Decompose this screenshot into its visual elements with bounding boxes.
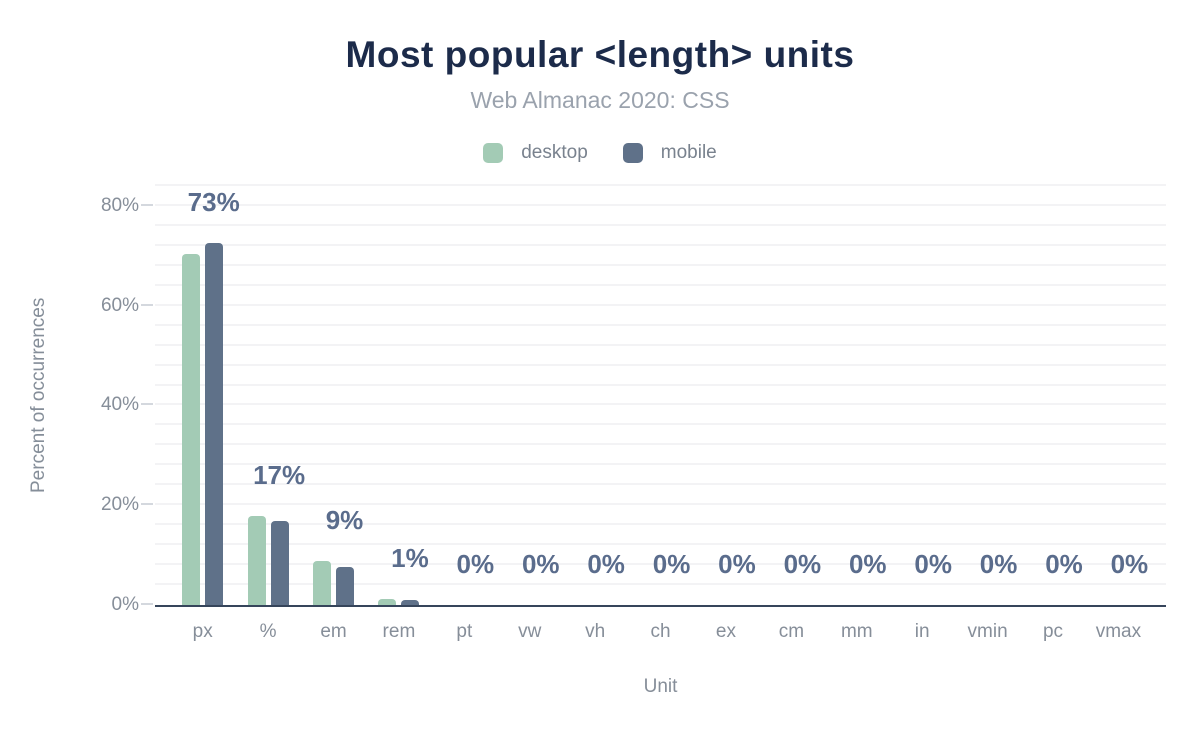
bar-columns: 73% px 17%% 9% em 1% rem 0% pt 0% vw 0% vh 0% ch 0% ex 0%… <box>155 185 1166 642</box>
bar-desktop <box>313 561 332 605</box>
gridline <box>155 483 1166 486</box>
legend: desktop mobile <box>0 142 1200 164</box>
x-axis-category-label: cm <box>778 621 805 642</box>
value-label: 0% <box>848 549 887 579</box>
x-axis-category-label: vmax <box>1095 621 1142 642</box>
x-axis-title: Unit <box>643 676 678 697</box>
gridline <box>155 343 1166 346</box>
chart-subtitle: Web Almanac 2020: CSS <box>470 87 730 113</box>
y-axis-tick-mark <box>141 303 153 306</box>
x-axis-category-label: vh <box>585 621 606 642</box>
gridline <box>155 403 1166 406</box>
gridline <box>155 323 1166 326</box>
bar-group-ex: 0% ex <box>693 185 758 642</box>
gridline <box>155 503 1166 506</box>
bar-group-vh: 0% vh <box>562 185 627 642</box>
gridline <box>155 303 1166 306</box>
value-label: 0% <box>652 549 691 579</box>
bar-group-mm: 0% mm <box>824 185 889 642</box>
y-axis-tick-label: 80% <box>100 194 139 216</box>
value-label: 9% <box>325 505 364 536</box>
y-axis-tick-mark <box>141 203 153 206</box>
bar-group-em: 9% em <box>301 185 366 642</box>
value-label: 0% <box>587 549 625 579</box>
x-axis-category-label: rem <box>382 621 416 642</box>
x-axis-category-label: mm <box>840 621 873 642</box>
gridline <box>155 363 1166 366</box>
legend-swatch-icon <box>483 143 504 163</box>
gridline <box>155 184 1166 186</box>
bar-mobile <box>401 599 420 605</box>
x-axis-category-label: % <box>259 621 277 642</box>
x-axis-category-label: ex <box>715 621 736 642</box>
bar-group-pt: 0% pt <box>432 185 497 642</box>
bar-group-vw: 0% vw <box>497 185 562 642</box>
legend-item-mobile[interactable]: mobile <box>622 142 717 164</box>
bar-mobile <box>205 242 224 605</box>
gridline <box>155 263 1166 266</box>
legend-item-label: desktop <box>521 142 588 163</box>
y-axis-tick-mark <box>141 403 153 406</box>
plot-area: 73% px 17%% 9% em 1% rem 0% pt 0% vw 0% vh 0% ch 0% ex 0%… <box>101 184 1166 642</box>
bar-group-rem: 1% rem <box>366 185 431 642</box>
gridline <box>155 203 1166 206</box>
bar-desktop <box>182 253 201 605</box>
bar-group-vmax: 0% vmax <box>1086 185 1151 642</box>
gridline <box>155 563 1166 566</box>
x-axis-category-label: em <box>320 621 347 642</box>
value-label: 0% <box>456 549 495 579</box>
gridline <box>155 583 1166 586</box>
y-axis-tick-mark <box>141 503 153 506</box>
value-label: 17% <box>253 459 306 490</box>
gridline <box>155 243 1166 246</box>
chart-title: Most popular <length> units <box>345 34 855 75</box>
value-label: 0% <box>521 549 560 579</box>
value-label: 0% <box>718 549 756 579</box>
gridline <box>155 223 1166 226</box>
bar-group-%: 17%% <box>235 185 305 642</box>
legend-item-label: mobile <box>660 142 717 163</box>
bar-group-px: 73% px <box>170 185 240 642</box>
y-axis-tick-label: 40% <box>100 394 139 416</box>
x-axis-category-label: pt <box>456 621 473 642</box>
gridline <box>155 523 1166 526</box>
x-axis-category-label: vw <box>518 621 542 642</box>
value-label: 0% <box>1045 549 1083 579</box>
value-label: 0% <box>979 549 1018 579</box>
y-axis-tick-label: 20% <box>100 494 139 516</box>
x-axis-category-label: ch <box>650 621 671 642</box>
value-label: 73% <box>187 186 240 217</box>
gridline <box>155 443 1166 446</box>
gridline <box>155 463 1166 466</box>
value-label: 0% <box>783 549 822 579</box>
y-axis-title: Percent of occurrences <box>28 297 49 493</box>
bar-group-in: 0% in <box>889 185 954 642</box>
bar-desktop <box>378 599 397 605</box>
x-axis-category-label: pc <box>1042 621 1064 642</box>
legend-swatch-icon <box>622 143 643 163</box>
bar-group-pc: 0% pc <box>1020 185 1085 642</box>
gridline <box>155 283 1166 286</box>
y-axis-tick-label: 0% <box>111 594 139 615</box>
value-label: 0% <box>914 549 952 579</box>
bar-group-cm: 0% cm <box>759 185 824 642</box>
x-axis-category-label: vmin <box>967 621 1008 642</box>
bar-group-ch: 0% ch <box>628 185 693 642</box>
x-axis-category-label: in <box>914 621 930 642</box>
y-axis-tick-mark <box>141 603 153 605</box>
value-label: 0% <box>1110 549 1149 579</box>
legend-item-desktop[interactable]: desktop <box>483 142 588 164</box>
gridline <box>155 423 1166 426</box>
y-axis-tick-label: 60% <box>100 294 139 316</box>
gridline <box>155 383 1166 386</box>
x-axis-category-label: px <box>192 621 213 642</box>
value-label: 1% <box>391 543 429 574</box>
bar-mobile <box>336 567 355 605</box>
bar-mobile <box>270 520 289 605</box>
bar-desktop <box>247 515 266 605</box>
gridline <box>155 543 1166 546</box>
bar-group-vmin: 0% vmin <box>955 185 1020 642</box>
